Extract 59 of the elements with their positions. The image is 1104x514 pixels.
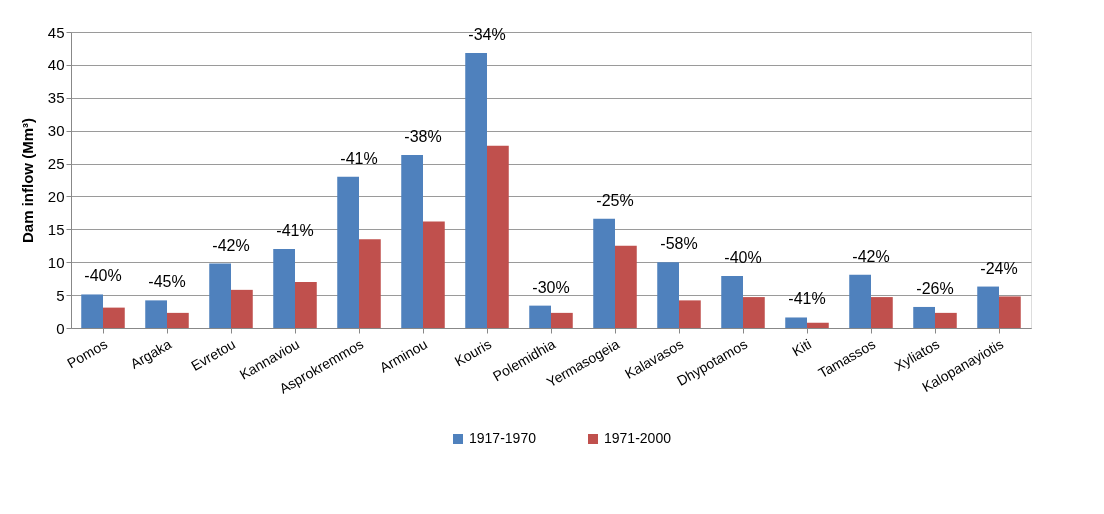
- bar: [593, 218, 615, 328]
- bar: [145, 300, 167, 328]
- annotation: -41%: [340, 149, 378, 167]
- y-tick-label: 0: [56, 319, 65, 337]
- y-tick-label: 25: [47, 155, 65, 173]
- y-tick-label: 15: [47, 220, 65, 238]
- annotation: -45%: [148, 273, 186, 291]
- annotation: -26%: [916, 279, 954, 297]
- y-tick-label: 45: [47, 23, 65, 41]
- bar: [167, 312, 189, 328]
- annotation: -30%: [532, 278, 570, 296]
- annotation: -34%: [468, 26, 506, 44]
- bar: [81, 294, 103, 328]
- annotation: -38%: [404, 128, 442, 145]
- bar: [209, 263, 231, 328]
- bar: [529, 305, 551, 328]
- y-tick-label: 30: [47, 122, 65, 140]
- bar: [103, 307, 125, 328]
- bar: [785, 317, 807, 328]
- bar: [295, 281, 317, 328]
- bar: [849, 274, 871, 328]
- bar: [679, 300, 701, 328]
- y-tick-label: 20: [47, 187, 65, 205]
- bar: [999, 296, 1021, 328]
- bar: [551, 312, 573, 328]
- bar: [935, 312, 957, 328]
- bar: [359, 239, 381, 328]
- annotation: -58%: [660, 235, 698, 253]
- legend-label: 1971-2000: [604, 430, 672, 446]
- bar: [807, 322, 829, 328]
- y-axis-title: Dam inflow (Mm³): [18, 118, 36, 243]
- bar: [743, 297, 765, 328]
- bar: [871, 297, 893, 328]
- x-tick-label: Kiti: [789, 335, 814, 360]
- bar: [423, 221, 445, 328]
- y-tick-label: 5: [56, 286, 65, 304]
- bar: [273, 249, 295, 328]
- bar: [657, 262, 679, 328]
- bar: [721, 276, 743, 328]
- annotation: -24%: [980, 259, 1018, 277]
- annotation: -40%: [724, 249, 762, 267]
- y-tick-label: 10: [47, 253, 65, 271]
- bar: [337, 176, 359, 328]
- bar: [977, 286, 999, 328]
- bar: [465, 53, 487, 328]
- bar: [913, 306, 935, 328]
- annotation: -41%: [788, 290, 826, 308]
- annotation: -25%: [596, 191, 634, 209]
- annotation: -42%: [212, 236, 250, 254]
- annotation: -40%: [84, 267, 122, 285]
- y-tick-label: 35: [47, 89, 65, 107]
- annotation: -42%: [852, 247, 890, 265]
- bar: [615, 245, 637, 328]
- bar: [487, 145, 509, 328]
- legend-label: 1917-1970: [469, 430, 537, 446]
- bar: [401, 155, 423, 328]
- bar: [231, 289, 253, 328]
- annotation: -41%: [276, 222, 314, 240]
- y-tick-label: 40: [47, 56, 65, 74]
